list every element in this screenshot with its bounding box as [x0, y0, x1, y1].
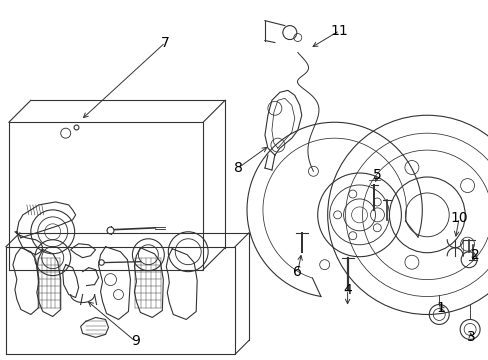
Text: 7: 7 [161, 36, 169, 50]
Text: 4: 4 [343, 283, 351, 297]
Text: 3: 3 [466, 330, 474, 345]
Text: 2: 2 [470, 248, 479, 262]
Text: 8: 8 [233, 161, 242, 175]
Text: 9: 9 [131, 334, 140, 348]
Text: 11: 11 [330, 23, 348, 37]
Text: 6: 6 [293, 265, 302, 279]
Text: 10: 10 [449, 211, 467, 225]
Text: 1: 1 [436, 301, 445, 315]
Text: 5: 5 [372, 168, 381, 182]
